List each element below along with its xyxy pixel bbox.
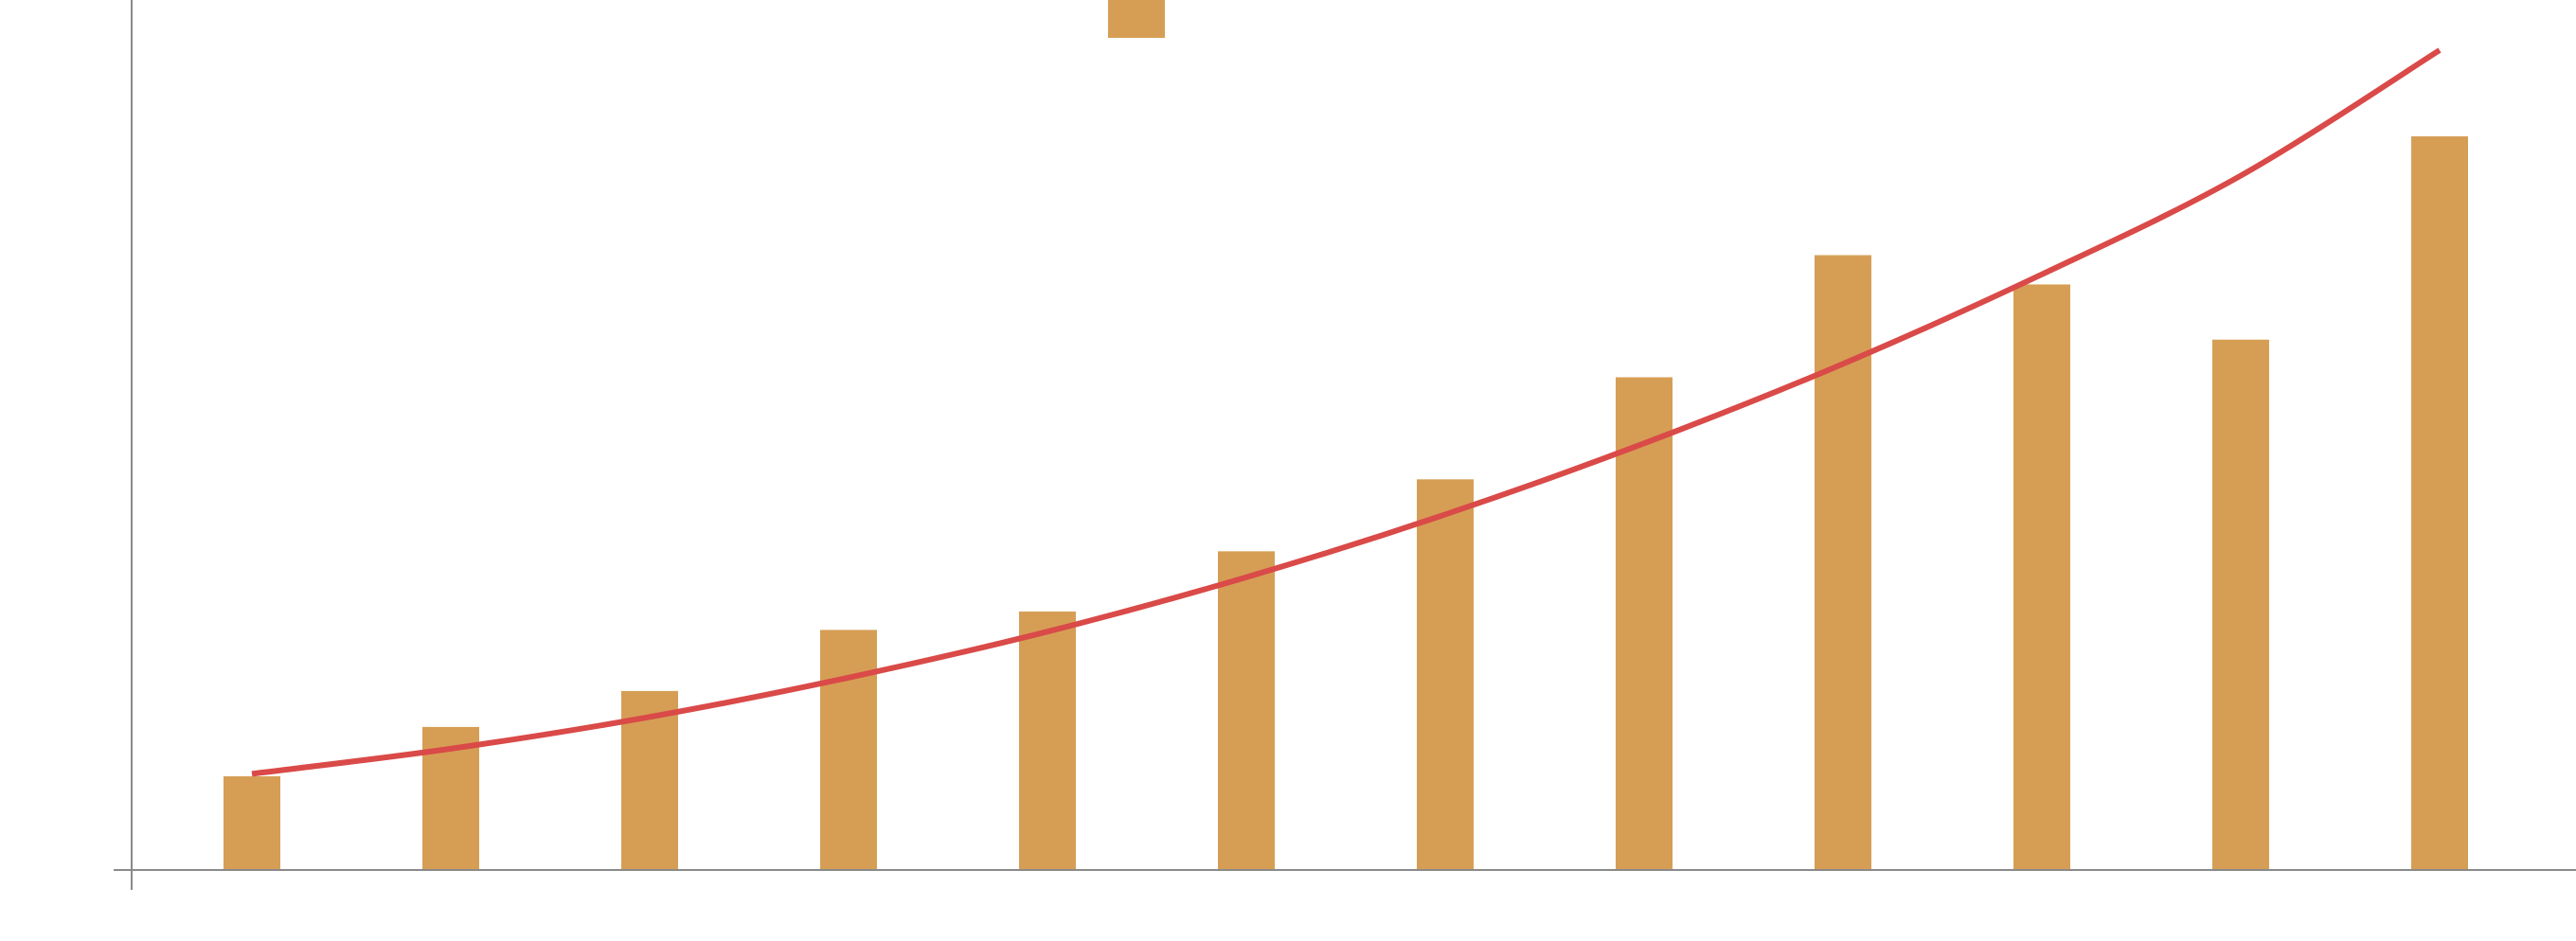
bar-4 <box>820 630 877 870</box>
bar-11 <box>2212 339 2269 871</box>
bars-layer <box>224 136 2468 871</box>
bar-5 <box>1019 611 1076 870</box>
trend-line <box>251 47 2442 777</box>
bar-1 <box>224 776 280 870</box>
legend-swatch-bars <box>1108 0 1165 38</box>
bar-9 <box>1815 255 1871 871</box>
axis-layer <box>114 0 2576 890</box>
bar-8 <box>1616 377 1673 870</box>
trend-line-layer <box>251 47 2442 777</box>
bar-6 <box>1218 551 1275 870</box>
bar-10 <box>2013 284 2070 870</box>
bar-12 <box>2411 136 2468 870</box>
bar-7 <box>1417 479 1474 870</box>
legend <box>1108 0 1165 38</box>
